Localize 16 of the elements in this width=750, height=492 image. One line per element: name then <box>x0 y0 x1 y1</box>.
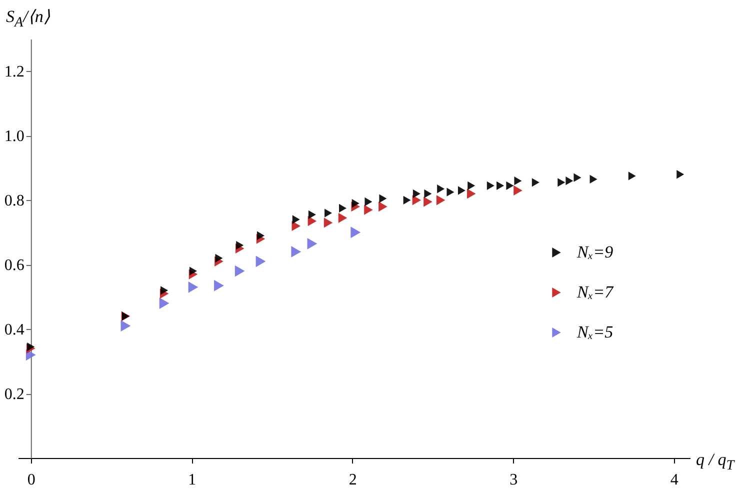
x-tick-label: 3 <box>510 472 518 488</box>
legend-label: Nₓ=7 <box>576 282 615 302</box>
legend-label: Nₓ=5 <box>576 322 614 342</box>
y-tick-label: 0.6 <box>4 257 24 274</box>
legend-label: Nₓ=9 <box>576 242 614 262</box>
x-axis-title: q / q$_{T}$ <box>696 450 734 474</box>
y-axis-title: S$_{A}$/⟨n⟩ <box>6 6 50 32</box>
y-tick-label: 1.0 <box>4 128 24 146</box>
y-tick-label: 0.8 <box>4 192 24 210</box>
y-tick-label: 1.2 <box>4 64 24 81</box>
y-tick-label: 0.4 <box>4 322 24 339</box>
x-tick-label: 2 <box>348 472 357 488</box>
x-tick-label: 0 <box>27 472 36 488</box>
y-tick-label: 0.2 <box>4 386 24 404</box>
x-tick-label: 4 <box>670 472 678 488</box>
x-tick-label: 1 <box>188 472 196 488</box>
